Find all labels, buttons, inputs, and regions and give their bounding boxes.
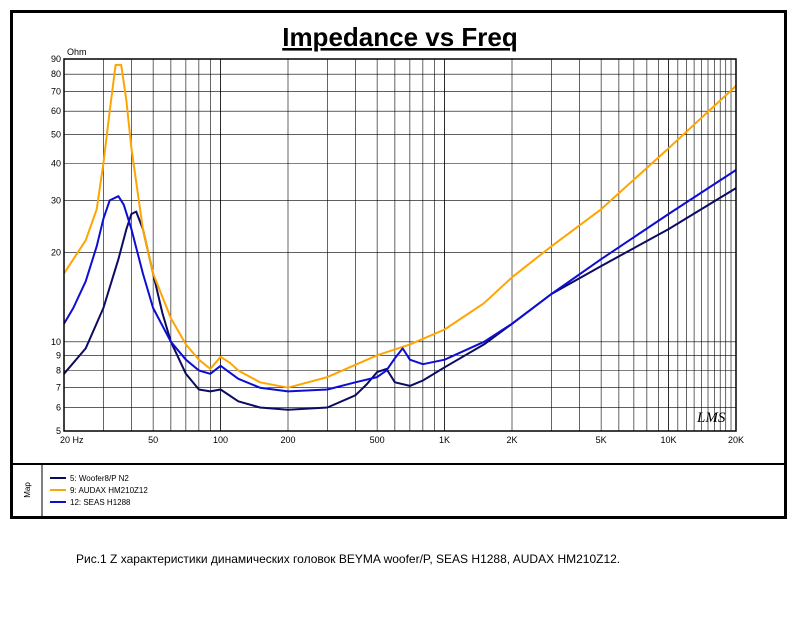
x-tick-label: 10K (661, 435, 677, 445)
y-tick-label: 80 (51, 69, 61, 79)
axis-tick-labels: 90 80 70 60 50 40 30 20 10 9 8 7 6 520 Hz 50 100 200 500 1… (51, 54, 744, 445)
y-tick-label: 20 (51, 248, 61, 258)
y-tick-label: 30 (51, 195, 61, 205)
figure-caption: Рис.1 Z характеристики динамических голо… (76, 552, 621, 566)
x-tick-label: 100 (213, 435, 228, 445)
plot-area-border (63, 58, 737, 432)
x-tick-label: 5K (596, 435, 607, 445)
y-tick-label: 50 (51, 130, 61, 140)
x-tick-label: 50 (148, 435, 158, 445)
x-tick-label: 500 (370, 435, 385, 445)
y-tick-label: 90 (51, 54, 61, 64)
x-tick-label: 20 Hz (60, 435, 84, 445)
series-line-2 (63, 63, 737, 389)
x-tick-label: 200 (280, 435, 295, 445)
lms-watermark: LMS (696, 410, 726, 426)
y-tick-label: 10 (51, 337, 61, 347)
x-tick-label: 20K (728, 435, 744, 445)
y-tick-label: 9 (56, 350, 61, 360)
legend-label-3: 12: SEAS H1288 (70, 498, 131, 507)
x-tick-label: 1K (439, 435, 450, 445)
y-tick-label: 7 (56, 383, 61, 393)
series-line-1 (63, 187, 737, 411)
legend-label-1: 5: Woofer8/P N2 (70, 474, 129, 483)
legend: 5: Woofer8/P N2 9: AUDAX HM210Z12 12: SEAS… (50, 474, 148, 507)
x-tick-label: 2K (506, 435, 517, 445)
y-unit-label: Ohm (67, 47, 87, 57)
y-tick-label: 6 (56, 403, 61, 413)
chart-title: Impedance vs Freq (282, 22, 518, 52)
series-line-3 (63, 169, 737, 393)
y-tick-label: 60 (51, 106, 61, 116)
y-tick-label: 8 (56, 366, 61, 376)
legend-label-2: 9: AUDAX HM210Z12 (70, 486, 148, 495)
series-lines (63, 63, 737, 411)
y-tick-label: 5 (56, 426, 61, 436)
y-tick-label: 70 (51, 86, 61, 96)
legend-map-label: Map (23, 482, 32, 498)
y-tick-label: 40 (51, 158, 61, 168)
